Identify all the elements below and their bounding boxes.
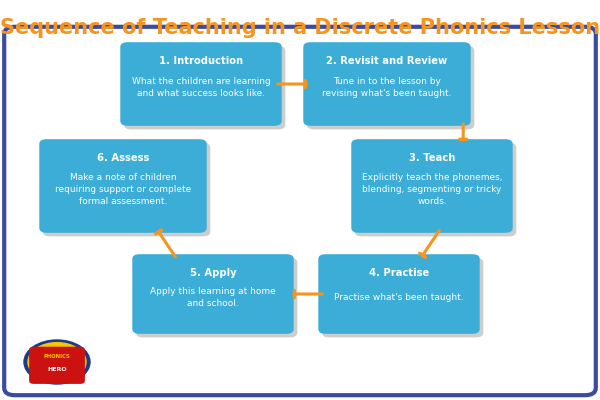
Text: Tune in to the lesson by
revising what's been taught.: Tune in to the lesson by revising what's… [322, 77, 452, 98]
FancyBboxPatch shape [307, 46, 475, 129]
FancyBboxPatch shape [322, 258, 484, 338]
Text: 4. Practise: 4. Practise [369, 268, 429, 278]
FancyBboxPatch shape [351, 139, 512, 233]
Circle shape [28, 343, 86, 381]
Text: 2. Revisit and Review: 2. Revisit and Review [326, 56, 448, 66]
FancyBboxPatch shape [124, 46, 286, 129]
Text: PHONICS: PHONICS [44, 354, 70, 359]
Text: Explicitly teach the phonemes,
blending, segmenting or tricky
words.: Explicitly teach the phonemes, blending,… [362, 172, 502, 206]
FancyBboxPatch shape [318, 254, 480, 334]
Text: Sequence of Teaching in a Discrete Phonics Lesson: Sequence of Teaching in a Discrete Phoni… [0, 18, 600, 38]
FancyBboxPatch shape [355, 143, 516, 236]
Text: 3. Teach: 3. Teach [409, 153, 455, 163]
FancyBboxPatch shape [29, 347, 85, 384]
FancyBboxPatch shape [39, 139, 206, 233]
Text: 5. Apply: 5. Apply [190, 268, 236, 278]
Circle shape [24, 340, 90, 384]
Text: Make a note of children
requiring support or complete
formal assessment.: Make a note of children requiring suppor… [55, 172, 191, 206]
FancyBboxPatch shape [304, 42, 471, 126]
Text: What the children are learning
and what success looks like.: What the children are learning and what … [131, 77, 271, 98]
FancyBboxPatch shape [43, 143, 211, 236]
FancyBboxPatch shape [121, 42, 282, 126]
Text: 6. Assess: 6. Assess [97, 153, 149, 163]
FancyBboxPatch shape [132, 254, 294, 334]
Text: 1. Introduction: 1. Introduction [159, 56, 243, 66]
Text: Apply this learning at home
and school.: Apply this learning at home and school. [150, 287, 276, 308]
FancyBboxPatch shape [136, 258, 298, 338]
Text: HERO: HERO [47, 367, 67, 372]
Text: Practise what's been taught.: Practise what's been taught. [334, 293, 464, 302]
FancyBboxPatch shape [4, 27, 596, 395]
